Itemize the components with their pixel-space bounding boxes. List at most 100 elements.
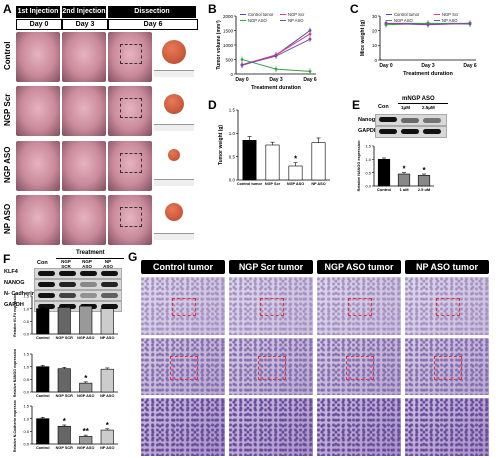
data-point [274, 67, 278, 71]
blot-band [379, 129, 397, 134]
blot-band [379, 117, 397, 122]
bar [377, 159, 391, 187]
histology-image [141, 277, 225, 335]
y-axis-label: Relative N-Cadherin expression [13, 400, 17, 452]
y-tick-label: 1.0 [23, 306, 29, 311]
bar [397, 173, 411, 187]
x-tick-label: NP ASO [100, 394, 114, 398]
scale-ruler [154, 179, 194, 186]
series-line [241, 30, 311, 66]
data-point [308, 69, 312, 73]
x-tick-label: NGP ASO [77, 446, 94, 450]
blot-band [401, 118, 419, 123]
blot-e-row-nanog: Nanog [358, 117, 376, 123]
significance-marker: * [106, 421, 110, 430]
panel-b-label: B [208, 2, 217, 16]
x-tick-label: Control [36, 336, 50, 340]
y-tick-label: 0.0 [229, 178, 236, 183]
x-axis-label: Treatment duration [251, 85, 301, 91]
y-tick-label: 1.0 [229, 131, 236, 136]
blot-band [80, 293, 97, 298]
bar [36, 308, 50, 335]
histology-image [229, 398, 313, 456]
y-tick-label: 0.0 [23, 442, 29, 447]
x-tick-label: Day 0 [379, 63, 393, 69]
row-label-ngp-aso: NGP ASO [3, 146, 12, 184]
series-line [241, 33, 311, 66]
y-tick-label: 0.5 [23, 377, 29, 382]
y-tick-label: 1.0 [23, 416, 29, 421]
histology-image [229, 277, 313, 335]
zoom-region-box [348, 298, 372, 316]
blot-band [401, 129, 419, 134]
y-tick-label: 0 [374, 58, 377, 63]
data-point [468, 21, 472, 25]
blot-band [101, 304, 118, 309]
x-tick-label: NGP SCR [56, 394, 73, 398]
excised-tumor [165, 203, 183, 221]
nanog-expression-bar-chart: 0.0 0.5 1.0 1.5 Control * 1 uM * 2.5 uM Relative … [357, 140, 434, 192]
x-tick-label: NGP SCR [56, 336, 73, 340]
legend-label: NGP ASO [248, 18, 268, 23]
y-axis-label: Relative NANOG expression [13, 349, 17, 397]
day-6-label: Day 6 [108, 19, 198, 30]
bar [57, 368, 71, 393]
blot-f-lane-ngp-scr: NGP SCR [61, 259, 71, 269]
panel-a-label: A [3, 2, 12, 16]
histo-header-ngp-scr: NGP Scr tumor [229, 260, 313, 274]
x-tick-label: Day 3 [421, 63, 435, 69]
excised-tumor [168, 149, 180, 161]
blot-f-strip [34, 290, 122, 301]
bar [79, 436, 93, 445]
significance-marker: * [63, 417, 67, 426]
blot-band [38, 271, 55, 276]
histology-image [317, 338, 401, 395]
excised-tumor [162, 40, 186, 64]
tumor-volume-line-chart: 0 500 1000 1500 2000 Day 0 Day 3 Day 6Treatment… [216, 12, 317, 91]
blot-band [423, 129, 441, 134]
blot-f-title-rule [56, 258, 124, 259]
legend-label: Control tumor [394, 12, 420, 17]
bar [57, 307, 71, 335]
histo-header-ngp-aso: NGP ASO tumor [317, 260, 401, 274]
mouse-photo [62, 86, 106, 136]
y-tick-label: 1.5 [229, 108, 236, 113]
histology-image [405, 338, 489, 395]
tumor-highlight-box [120, 98, 142, 118]
blot-f-row-label: KLF4 [4, 269, 18, 275]
y-tick-label: 1.0 [365, 157, 371, 162]
blot-e-lane-con: Con [378, 104, 389, 110]
legend-label: NP ASO [288, 18, 304, 23]
x-tick-label: Day 3 [269, 77, 283, 83]
blot-e-nanog-strip [375, 114, 447, 126]
mouse-photo [62, 195, 106, 245]
header-first-injection: 1st Injection [16, 6, 60, 18]
x-tick-label: NP ASO [311, 182, 325, 186]
x-tick-label: NGP SCR [56, 446, 73, 450]
blot-band [101, 271, 118, 276]
mouse-photo [108, 86, 152, 136]
y-axis-label: Relative KLF4 expression [13, 293, 17, 337]
x-axis-label: Treatment duration [403, 71, 453, 77]
y-tick-label: 1000 [223, 43, 234, 48]
blot-e-header-rule [398, 103, 448, 104]
histology-image [229, 338, 313, 395]
x-tick-label: Control [36, 446, 50, 450]
bar [265, 144, 280, 181]
blot-band [423, 118, 441, 123]
blot-e-lane-1um: 1μM [401, 105, 411, 110]
bar [100, 368, 114, 393]
bar [36, 418, 50, 445]
legend-label: NGP Scr [288, 12, 305, 17]
day-3-label: Day 3 [62, 19, 108, 30]
blot-e-lane-2-5um: 2.5μM [422, 105, 435, 110]
blot-f-strip [34, 279, 122, 290]
y-tick-label: 1.5 [23, 294, 29, 299]
blot-f-lane-con: Con [37, 260, 48, 266]
tumor-weight-bar-chart: 0.0 0.5 1.0 1.5 Control tumor NGP Scr * NGP ASO… [218, 108, 330, 186]
bar [79, 305, 93, 335]
panel-e-label: E [352, 98, 361, 112]
bar [36, 366, 50, 393]
y-tick-label: 2000 [223, 14, 234, 19]
blot-band [59, 293, 76, 298]
